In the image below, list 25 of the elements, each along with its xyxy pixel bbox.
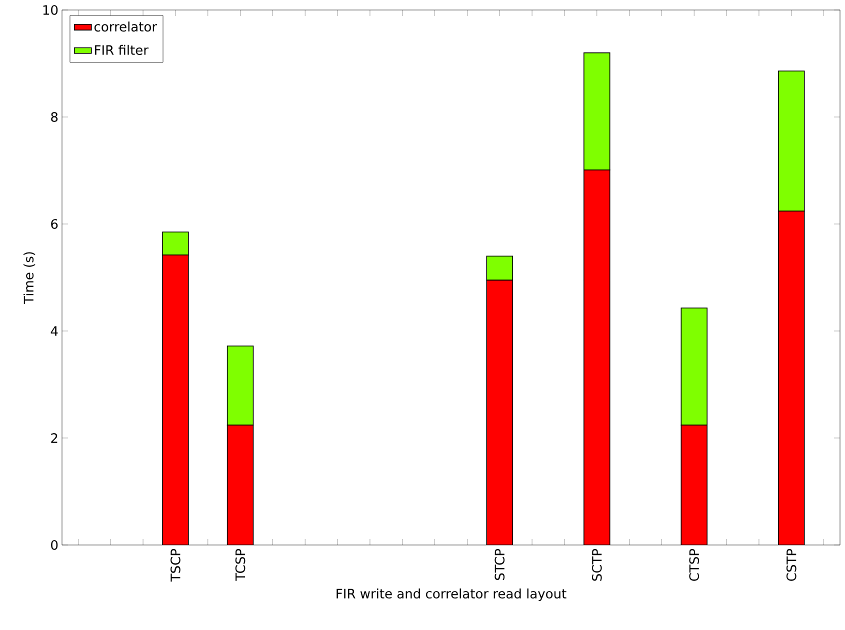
bar bbox=[486, 256, 513, 281]
bar bbox=[680, 308, 708, 426]
x-tick-label: SCTP bbox=[592, 548, 602, 581]
y-axis-title: Time (s) bbox=[24, 252, 36, 304]
x-tick-label: TSCP bbox=[170, 548, 180, 582]
y-tick-label: 6 bbox=[51, 219, 58, 229]
x-tick-label: TCSP bbox=[235, 548, 246, 581]
bar bbox=[162, 254, 189, 545]
x-tick-label: CSTP bbox=[786, 548, 796, 581]
y-tick-label: 8 bbox=[51, 112, 58, 122]
y-tick-label: 4 bbox=[50, 326, 58, 336]
y-tick-label: 2 bbox=[51, 433, 58, 443]
bar bbox=[584, 170, 610, 545]
bar bbox=[226, 346, 254, 426]
legend-label: correlator bbox=[94, 22, 158, 32]
x-tick-label: STCP bbox=[494, 548, 505, 580]
legend-label: FIR filter bbox=[95, 44, 148, 55]
x-axis-title: FIR write and correlator read layout bbox=[336, 588, 566, 602]
bar bbox=[486, 280, 513, 545]
bar bbox=[680, 424, 708, 545]
x-tick-label: CTSP bbox=[689, 548, 700, 581]
bar bbox=[778, 210, 805, 545]
y-tick-label: 10 bbox=[43, 5, 58, 15]
bar bbox=[226, 424, 254, 545]
y-tick-label: 0 bbox=[51, 540, 58, 550]
